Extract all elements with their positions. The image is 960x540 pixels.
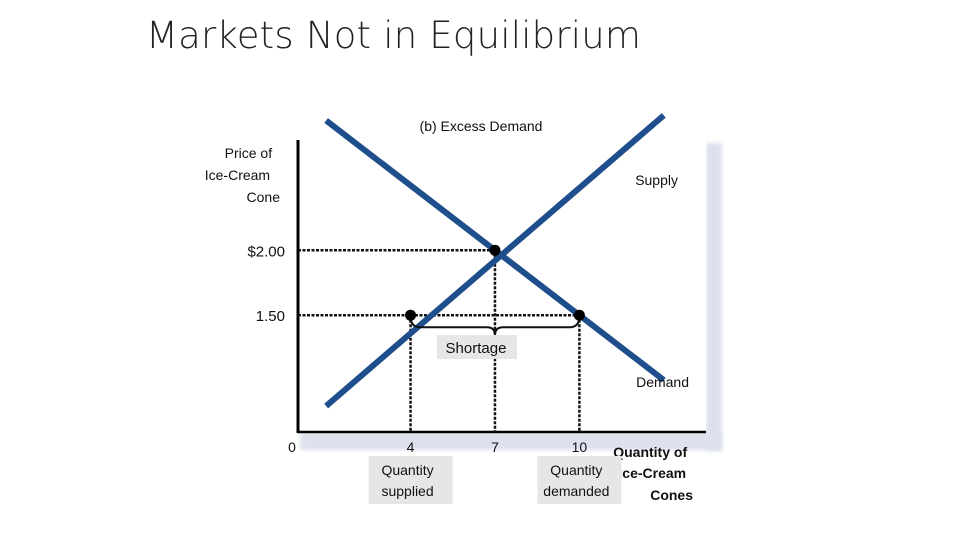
data-point-2 (573, 309, 585, 321)
panel-shadow-right (706, 143, 722, 451)
origin-label: 0 (288, 439, 296, 455)
series-label-demand: Demand (636, 374, 689, 390)
x-axis-label-line-2: Ice-Cream (618, 465, 686, 481)
series-label-supply: Supply (635, 172, 678, 188)
chart-title: (b) Excess Demand (420, 118, 543, 134)
shortage-label-bg (437, 335, 517, 359)
y-tick-label: $2.00 (247, 243, 285, 260)
y-axis-label-line-3: Cone (247, 189, 281, 205)
x-axis-label: Quantity of Ice-Cream Cones (613, 444, 693, 503)
y-tick-label: 1.50 (256, 308, 285, 325)
shortage-label: Shortage (446, 340, 507, 357)
y-axis-label: Price of Ice-Cream Cone (205, 145, 280, 205)
x-tick-sublabel: supplied (381, 483, 433, 499)
equilibrium-points (405, 244, 585, 321)
y-axis-label-line-1: Price of (225, 145, 273, 161)
plot-panel (298, 140, 706, 433)
x-axis-label-line-3: Cones (650, 487, 693, 503)
slide-title: Markets Not in Equilibrium (146, 14, 642, 57)
x-tick-sublabel-bg (368, 456, 453, 504)
y-axis-label-line-2: Ice-Cream (205, 167, 270, 183)
x-tick-sublabel-bg (537, 456, 622, 504)
x-tick-sublabel: demanded (543, 483, 609, 499)
x-axis-label-line-1: Quantity of (613, 444, 687, 460)
series-labels: Supply Demand (635, 172, 689, 390)
data-point-0 (489, 244, 501, 256)
x-tick-label: 10 (572, 439, 588, 455)
series-line-supply (324, 113, 666, 409)
x-tick-label: 4 (407, 439, 415, 455)
x-tick-sublabel: Quantity (381, 462, 433, 478)
data-point-1 (405, 309, 417, 321)
tick-labels: $2.00 1.50 0 4 Quantity supplied 7 10 Quantity de… (247, 243, 622, 504)
x-tick-label: 7 (491, 439, 499, 455)
x-tick-sublabel: Quantity (550, 462, 602, 478)
panel-shadow-bottom (300, 432, 722, 450)
